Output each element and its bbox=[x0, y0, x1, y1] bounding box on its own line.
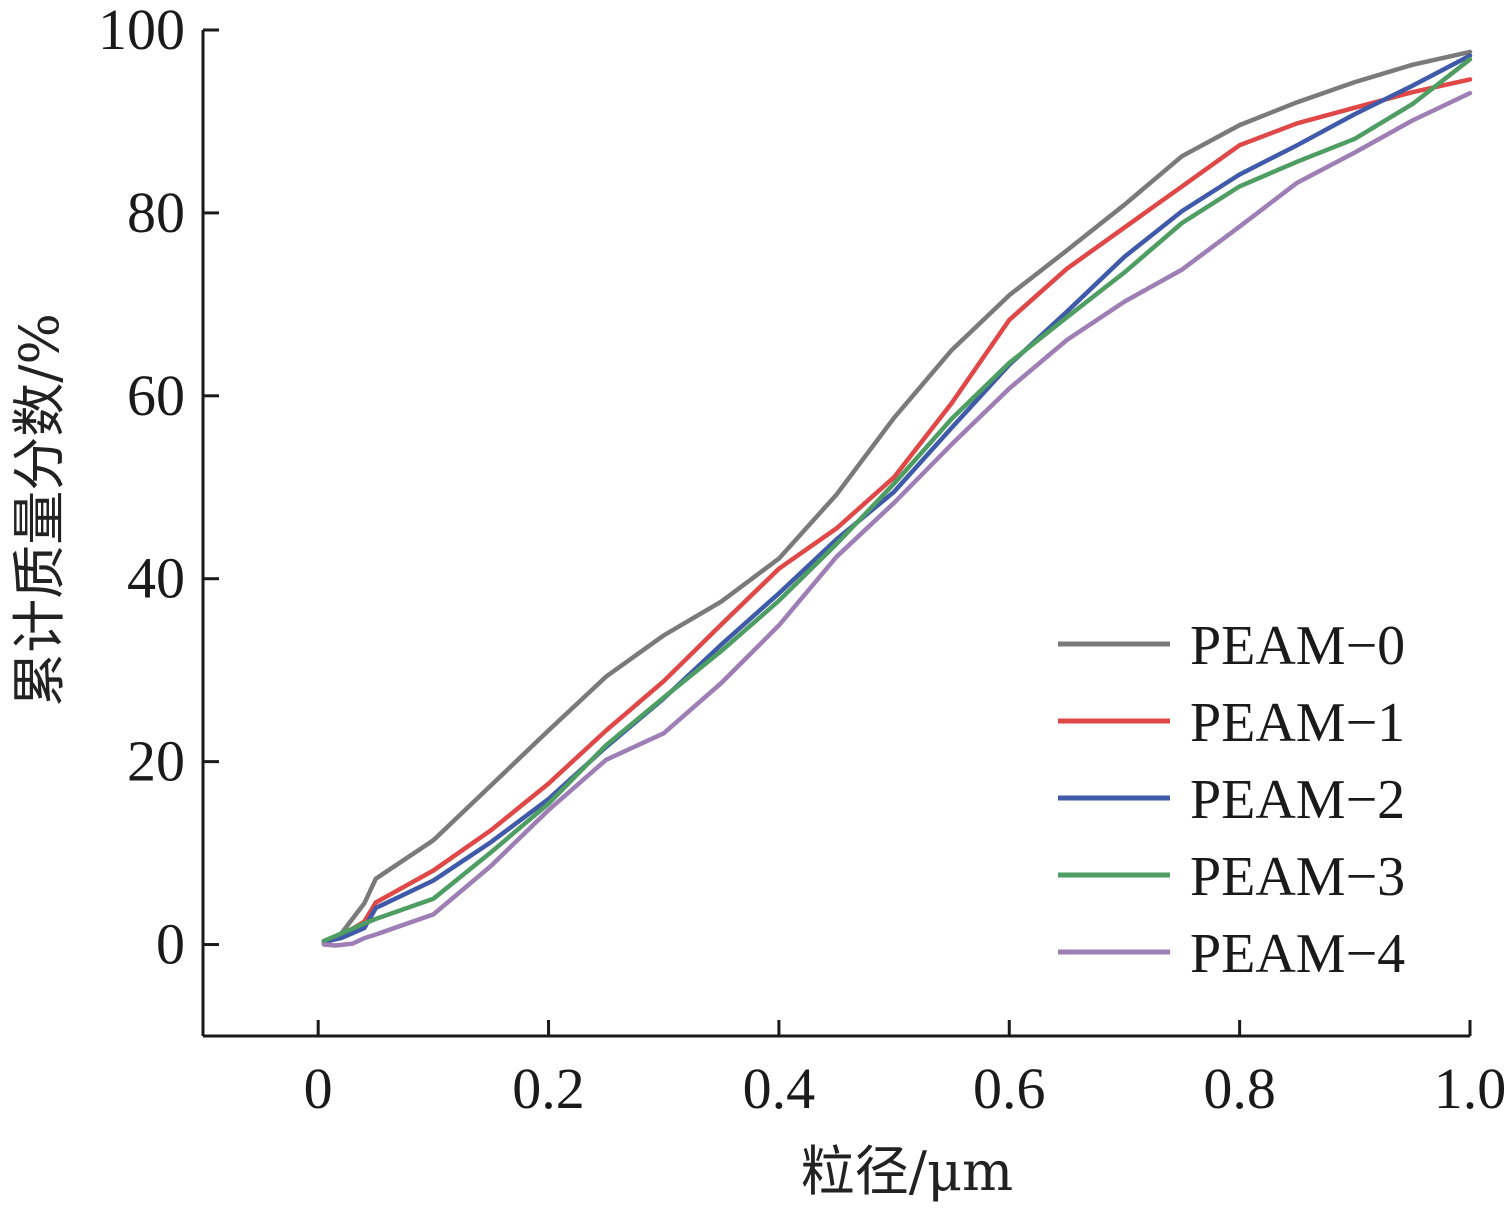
x-tick-label: 0.4 bbox=[743, 1056, 816, 1121]
legend-label-3: PEAM−3 bbox=[1190, 846, 1405, 908]
y-tick-label: 40 bbox=[127, 546, 185, 611]
y-tick-label: 0 bbox=[156, 912, 185, 977]
y-tick-label: 100 bbox=[98, 0, 185, 62]
legend-label-4: PEAM−4 bbox=[1190, 923, 1405, 985]
x-ticks: 0 0.2 0.4 0.6 0.8 1.0 bbox=[304, 1020, 1507, 1121]
x-tick-label: 0 bbox=[304, 1056, 333, 1121]
x-tick-label: 1.0 bbox=[1434, 1056, 1507, 1121]
x-tick-label: 0.2 bbox=[512, 1056, 585, 1121]
series-line-2 bbox=[321, 53, 1473, 945]
y-ticks: 0 20 40 60 80 100 bbox=[98, 0, 219, 977]
y-tick-label: 60 bbox=[127, 363, 185, 428]
series-line-1 bbox=[321, 77, 1473, 946]
axes bbox=[201, 30, 1470, 1038]
legend-label-0: PEAM−0 bbox=[1190, 615, 1405, 677]
legend-label-2: PEAM−2 bbox=[1190, 769, 1405, 831]
y-tick-label: 20 bbox=[127, 729, 185, 794]
x-tick-label: 0.8 bbox=[1203, 1056, 1276, 1121]
x-axis-label: 粒径/μm bbox=[801, 1140, 1014, 1203]
series-line-0 bbox=[321, 49, 1473, 945]
legend-label-1: PEAM−1 bbox=[1190, 692, 1405, 754]
y-axis-label: 累计质量分数/% bbox=[8, 313, 71, 707]
series-line-3 bbox=[321, 57, 1473, 944]
y-tick-label: 80 bbox=[127, 180, 185, 245]
legend: PEAM−0 PEAM−1 PEAM−2 PEAM−3 PEAM−4 bbox=[1058, 615, 1405, 985]
x-tick-label: 0.6 bbox=[973, 1056, 1046, 1121]
plot-lines bbox=[321, 49, 1473, 948]
series-line-4 bbox=[321, 90, 1473, 948]
